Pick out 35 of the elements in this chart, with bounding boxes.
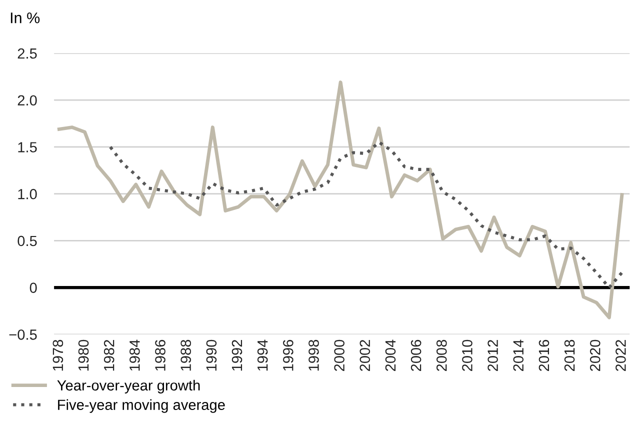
- x-tick-label: 1988: [180, 340, 191, 371]
- x-tick-label: 2006: [410, 340, 422, 371]
- y-tick-label: 2.5: [18, 48, 37, 59]
- x-tick-label: 2022: [616, 340, 626, 371]
- x-tick-label: 1996: [282, 340, 294, 371]
- y-axis-title: In %: [10, 12, 40, 24]
- y-tick-label: −0.5: [9, 330, 37, 340]
- y-tick-label: 2.0: [18, 95, 37, 106]
- x-tick-label: 2014: [513, 340, 524, 371]
- x-tick-label: 2002: [360, 340, 370, 371]
- x-tick-label: 2004: [385, 340, 396, 371]
- x-tick-label: 1986: [155, 340, 166, 371]
- y-tick-label: 0.5: [18, 236, 37, 246]
- line-series: [57, 80, 624, 320]
- x-tick-label: 1990: [206, 340, 217, 371]
- x-tick-label: 2010: [462, 340, 472, 371]
- y-tick-label: 0: [30, 282, 37, 293]
- x-tick-label: 2000: [334, 340, 344, 371]
- x-tick-label: 1998: [308, 340, 319, 371]
- legend-label: Year-over-year growth: [57, 380, 200, 394]
- line-series: [108, 140, 624, 290]
- y-tick-label: 1.0: [18, 188, 37, 200]
- x-tick-label: 2008: [436, 340, 447, 371]
- x-tick-label: 1994: [257, 340, 268, 371]
- x-tick-label: 2016: [538, 340, 550, 371]
- x-tick-label: 1984: [130, 340, 140, 371]
- x-tick-label: 1982: [104, 340, 114, 371]
- x-tick-label: 1980: [78, 340, 89, 371]
- x-tick-label: 2020: [590, 340, 600, 371]
- x-tick-label: 1992: [232, 340, 242, 371]
- x-tick-label: 2018: [564, 340, 575, 371]
- x-tick-label: 2012: [488, 340, 498, 371]
- y-tick-label: 1.5: [18, 142, 37, 152]
- legend-label: Five-year moving average: [58, 399, 225, 413]
- x-tick-label: 1978: [52, 340, 64, 371]
